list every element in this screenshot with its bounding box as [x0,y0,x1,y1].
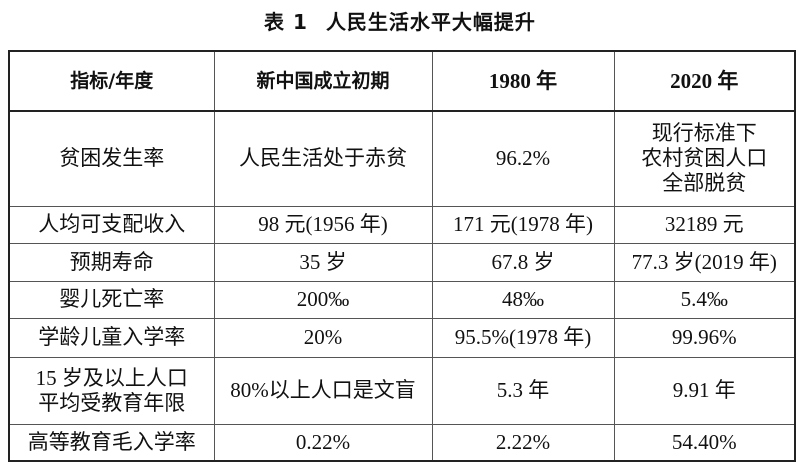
cell-1980: 96.2% [431,110,615,207]
table-row: 人均可支配收入 98 元(1956 年) 171 元(1978 年) 32189 元 [8,205,796,244]
early-period-cell: 0.22% [213,423,433,462]
indicator-cell: 贫困发生率 [8,110,215,207]
cell-text: 80%以上人口是文盲 [230,378,416,402]
cell-text: 预期寿命 [69,249,154,274]
cell-text: 人均可支配收入 [38,212,186,236]
cell-text: 35 岁 [299,249,347,274]
cell-text: 54.40% [671,429,737,454]
cell-text: 农村贫困人口 [641,146,768,171]
cell-text: 平均受教育年限 [38,390,186,415]
cell-text: 32189 元 [664,212,744,236]
cell-text: 2.22% [495,429,551,454]
table-row: 贫困发生率 人民生活处于赤贫 96.2% 现行标准下 农村贫困人口 全部脱贫 [8,110,796,207]
cell-2020: 现行标准下 农村贫困人口 全部脱贫 [613,110,796,207]
table-row: 婴儿死亡率 200‰ 48‰ 5.4‰ [8,280,796,319]
cell-1980: 171 元(1978 年) [431,205,615,244]
cell-2020: 9.91 年 [613,356,796,425]
indicator-cell: 婴儿死亡率 [8,280,215,319]
cell-1980: 2.22% [431,423,615,462]
cell-2020: 77.3 岁(2019 年) [613,242,796,282]
header-1980: 1980 年 [431,50,615,112]
table-title: 人民生活水平大幅提升 [325,10,536,34]
cell-2020: 32189 元 [613,205,796,244]
indicator-cell: 15 岁及以上人口 平均受教育年限 [8,356,215,425]
indicator-cell: 学龄儿童入学率 [8,317,215,358]
cell-text: 高等教育毛入学率 [27,429,196,454]
cell-text: 77.3 岁(2019 年) [631,249,777,274]
cell-text: 95.5%(1978 年) [454,325,592,349]
early-period-cell: 35 岁 [213,242,433,282]
cell-text: 人民生活处于赤贫 [239,146,407,171]
table-row: 15 岁及以上人口 平均受教育年限 80%以上人口是文盲 5.3 年 9.91 年 [8,356,796,425]
cell-text: 婴儿死亡率 [59,287,165,311]
early-period-cell: 80%以上人口是文盲 [213,356,433,425]
cell-2020: 54.40% [613,423,796,462]
cell-text: 96.2% [495,146,551,171]
cell-text: 现行标准下 [651,121,757,146]
cell-text: 15 岁及以上人口 [35,365,188,390]
early-period-cell: 200‰ [213,280,433,319]
cell-text: 贫困发生率 [59,146,165,171]
cell-2020: 99.96% [613,317,796,358]
cell-1980: 5.3 年 [431,356,615,425]
header-row: 指标/年度 新中国成立初期 1980 年 2020 年 [8,50,796,112]
cell-1980: 67.8 岁 [431,242,615,282]
header-early-period: 新中国成立初期 [213,50,433,112]
header-2020: 2020 年 [613,50,796,112]
cell-text: 5.3 年 [496,378,550,402]
cell-text: 98 元(1956 年) [258,212,388,236]
early-period-cell: 20% [213,317,433,358]
cell-text: 20% [303,325,343,349]
table-number: 表 1 [264,10,308,34]
cell-1980: 95.5%(1978 年) [431,317,615,358]
early-period-cell: 人民生活处于赤贫 [213,110,433,207]
living-standards-table: 指标/年度 新中国成立初期 1980 年 2020 年 贫困发生率 人民生活处于赤… [8,50,796,462]
table-row: 高等教育毛入学率 0.22% 2.22% 54.40% [8,423,796,462]
cell-text: 67.8 岁 [491,249,555,274]
table-caption: 表 1 人民生活水平大幅提升 [0,6,800,35]
cell-1980: 48‰ [431,280,615,319]
cell-text: 5.4‰ [680,287,728,311]
indicator-cell: 人均可支配收入 [8,205,215,244]
indicator-cell: 高等教育毛入学率 [8,423,215,462]
cell-text: 99.96% [671,325,737,349]
cell-text: 学龄儿童入学率 [38,325,186,349]
early-period-cell: 98 元(1956 年) [213,205,433,244]
indicator-cell: 预期寿命 [8,242,215,282]
cell-text: 200‰ [296,287,350,311]
cell-text: 0.22% [295,429,351,454]
cell-2020: 5.4‰ [613,280,796,319]
cell-text: 9.91 年 [672,378,736,402]
cell-text: 全部脱贫 [662,171,747,196]
table-row: 学龄儿童入学率 20% 95.5%(1978 年) 99.96% [8,317,796,358]
cell-text: 48‰ [502,287,544,311]
cell-text: 171 元(1978 年) [453,212,593,236]
header-indicator: 指标/年度 [8,50,215,112]
table-row: 预期寿命 35 岁 67.8 岁 77.3 岁(2019 年) [8,242,796,282]
